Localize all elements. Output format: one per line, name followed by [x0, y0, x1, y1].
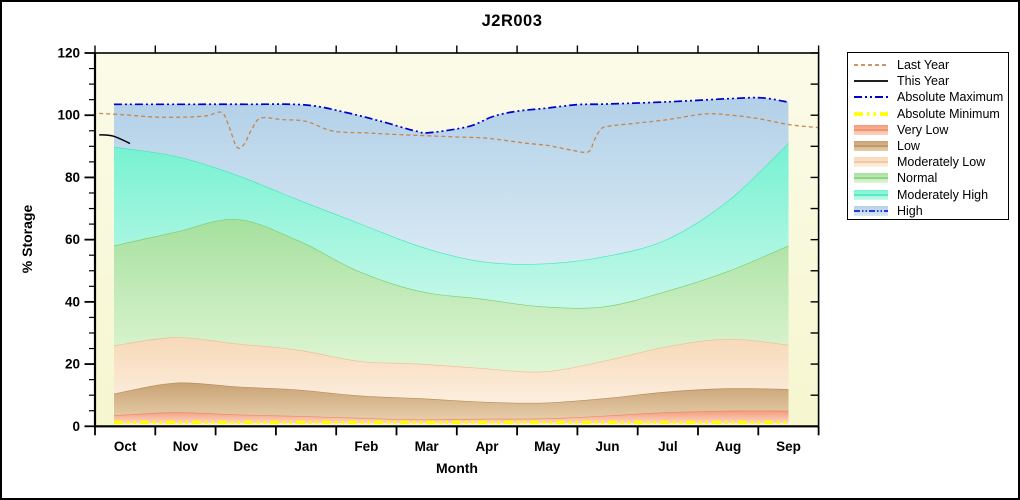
- moderately-low-swatch-icon: [854, 157, 888, 168]
- x-tick-label: May: [534, 439, 561, 454]
- legend-label: This Year: [897, 74, 950, 89]
- legend-label: Moderately High: [897, 187, 989, 202]
- y-tick-label: 120: [57, 46, 80, 61]
- percentile-bands: [113, 97, 789, 424]
- legend-item-moderately-high: Moderately High: [848, 187, 1008, 203]
- x-tick-label: Jun: [596, 439, 620, 454]
- series-this-year: [99, 134, 131, 145]
- moderately-high-swatch-icon: [854, 189, 888, 200]
- axes: [84, 45, 820, 436]
- legend-item-normal: Normal: [848, 170, 1008, 186]
- x-axis-title: Month: [436, 460, 478, 476]
- band-low: [114, 382, 789, 420]
- y-tick-label: 80: [65, 170, 80, 185]
- legend-label: Low: [897, 139, 920, 154]
- legend-box: Last Year This Year Absolute Maximum Absolu…: [847, 52, 1009, 220]
- tick-labels: 0 20 40 60 80 100 120 Oct Nov Dec Jan Feb Mar Apr May J…: [57, 46, 800, 455]
- legend-label: Moderately Low: [897, 155, 986, 170]
- chart-title: J2R003: [481, 12, 543, 30]
- very-low-swatch-icon: [854, 124, 888, 135]
- band-moderately-high: [114, 143, 789, 309]
- legend-label: Normal: [897, 171, 938, 186]
- x-tick-label: Apr: [475, 439, 499, 454]
- absolute-maximum-swatch-icon: [854, 96, 888, 99]
- band-moderately-low: [114, 337, 789, 403]
- legend-label: Last Year: [897, 58, 950, 73]
- x-tick-label: Aug: [715, 439, 741, 454]
- line-series: [99, 96, 819, 425]
- x-tick-label: Mar: [415, 439, 440, 454]
- legend-item-very-low: Very Low: [848, 122, 1008, 138]
- last-year-swatch-icon: [854, 64, 888, 66]
- x-tick-label: Jan: [294, 439, 317, 454]
- x-tick-label: Feb: [354, 439, 378, 454]
- series-last-year: [99, 111, 819, 154]
- legend-label: Absolute Minimum: [897, 106, 1000, 121]
- legend-item-moderately-low: Moderately Low: [848, 154, 1008, 170]
- legend-item-absolute-maximum: Absolute Maximum: [848, 89, 1008, 105]
- x-tick-label: Sep: [776, 439, 801, 454]
- legend-item-high: High: [848, 203, 1008, 219]
- absolute-minimum-swatch-icon: [854, 111, 888, 116]
- legend-item-low: Low: [848, 138, 1008, 154]
- x-tick-label: Jul: [658, 439, 678, 454]
- legend-label: Absolute Maximum: [897, 90, 1004, 105]
- legend-label: High: [897, 203, 923, 218]
- normal-swatch-icon: [854, 173, 888, 184]
- y-tick-label: 100: [57, 108, 80, 123]
- this-year-swatch-icon: [854, 80, 888, 83]
- band-very-low: [114, 410, 789, 424]
- legend-item-this-year: This Year: [848, 73, 1008, 89]
- x-tick-label: Nov: [173, 439, 199, 454]
- x-tick-label: Dec: [233, 439, 258, 454]
- y-tick-label: 0: [72, 419, 80, 434]
- y-tick-label: 20: [65, 357, 80, 372]
- y-tick-label: 40: [65, 294, 80, 309]
- low-swatch-icon: [854, 141, 888, 152]
- y-tick-label: 60: [65, 232, 80, 247]
- high-swatch-icon: [854, 205, 888, 216]
- x-tick-label: Oct: [114, 439, 137, 454]
- legend-label: Very Low: [897, 122, 949, 137]
- band-normal: [114, 218, 789, 372]
- legend-item-absolute-minimum: Absolute Minimum: [848, 106, 1008, 122]
- band-high: [114, 97, 789, 265]
- legend-item-last-year: Last Year: [848, 57, 1008, 73]
